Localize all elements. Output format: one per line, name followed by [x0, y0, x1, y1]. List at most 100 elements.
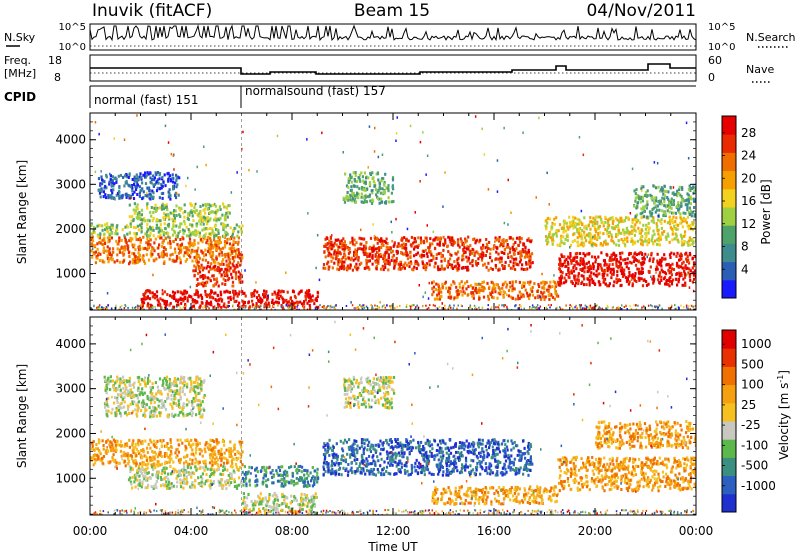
- ground-echo: [559, 306, 561, 309]
- ground-echo: [523, 307, 525, 310]
- echo-cell: [235, 252, 238, 256]
- ground-echo: [131, 306, 134, 309]
- echo-cell: [108, 226, 111, 230]
- echo-cell: [98, 259, 102, 263]
- echo-cell: [187, 241, 190, 245]
- echo-cell: [144, 182, 148, 186]
- echo-cell: [190, 438, 193, 442]
- echo-cell: [375, 172, 378, 176]
- ground-echo: [124, 304, 126, 306]
- ground-echo: [154, 305, 156, 308]
- echo-cell: [155, 226, 158, 230]
- echo-cell: [630, 261, 633, 265]
- echo-cell: [146, 247, 149, 251]
- echo-cell: [159, 297, 162, 301]
- ground-echo: [137, 305, 140, 308]
- echo-cell: [384, 201, 387, 205]
- echo-cell: [332, 256, 335, 260]
- echo-cell: [176, 300, 180, 304]
- echo-cell: [495, 238, 498, 242]
- echo-cell: [626, 236, 629, 240]
- echo-cell: [160, 186, 163, 190]
- echo-cell: [219, 241, 222, 244]
- echo-cell: [693, 214, 696, 217]
- echo-cell: [251, 303, 254, 307]
- echo-cell: [242, 302, 245, 306]
- echo-cell: [571, 223, 574, 227]
- echo-cell: [167, 172, 170, 176]
- echo-cell: [322, 266, 325, 270]
- echo-cell: [578, 218, 581, 222]
- echo-cell: [601, 272, 605, 276]
- echo-cell: [393, 243, 396, 247]
- echo-cell: [223, 234, 226, 238]
- echo-cell: [675, 277, 678, 281]
- echo-cell: [92, 456, 95, 460]
- echo-cell: [356, 180, 359, 183]
- echo-cell: [366, 195, 369, 199]
- echo-cell: [364, 189, 367, 192]
- echo-cell: [304, 291, 307, 295]
- ground-echo: [260, 308, 262, 310]
- echo-cell: [164, 248, 167, 251]
- echo-cell: [149, 176, 152, 180]
- echo-cell: [354, 171, 357, 174]
- echo-cell: [591, 255, 594, 259]
- echo-cell: [416, 251, 419, 255]
- echo-cell: [205, 204, 208, 208]
- echo-cell: [627, 267, 630, 271]
- echo-cell: [658, 189, 662, 193]
- echo-cell: [153, 259, 156, 263]
- scatter-region: [192, 262, 244, 288]
- echo-cell: [330, 240, 333, 244]
- ground-echo: [376, 308, 379, 310]
- echo-cell: [159, 454, 162, 457]
- echo-cell: [335, 254, 338, 258]
- echo-cell: [471, 247, 474, 251]
- echo-cell: [603, 240, 606, 244]
- echo-speck: [289, 305, 291, 308]
- echo-cell: [191, 242, 194, 246]
- ground-echo: [257, 305, 259, 308]
- echo-cell: [559, 260, 562, 264]
- echo-cell: [486, 245, 489, 248]
- echo-cell: [337, 268, 341, 272]
- echo-cell: [338, 250, 341, 254]
- echo-cell: [630, 225, 633, 229]
- echo-speck: [93, 304, 95, 308]
- colorbar-swatch: [722, 152, 736, 172]
- echo-cell: [187, 440, 190, 444]
- echo-cell: [562, 228, 566, 232]
- echo-cell: [131, 457, 134, 461]
- echo-cell: [439, 295, 442, 299]
- echo-cell: [109, 445, 112, 449]
- echo-cell: [576, 236, 579, 240]
- echo-cell: [509, 285, 512, 289]
- echo-cell: [419, 236, 422, 240]
- echo-cell: [642, 205, 645, 209]
- echo-cell: [92, 239, 95, 243]
- echo-cell: [605, 263, 608, 267]
- echo-cell: [240, 253, 244, 257]
- scatter-region: [90, 438, 244, 468]
- ytick-label: 2000: [55, 222, 86, 236]
- ground-echo: [302, 305, 305, 308]
- echo-cell: [151, 450, 154, 453]
- echo-cell: [219, 247, 222, 251]
- echo-cell: [160, 229, 164, 233]
- echo-cell: [135, 238, 138, 241]
- echo-cell: [211, 267, 214, 271]
- echo-cell: [355, 266, 358, 270]
- echo-cell: [218, 236, 222, 239]
- ground-echo: [678, 308, 680, 310]
- echo-cell: [263, 303, 266, 307]
- echo-cell: [353, 177, 356, 181]
- echo-cell: [424, 268, 427, 272]
- echo-cell: [403, 236, 406, 240]
- echo-cell: [645, 191, 648, 194]
- echo-cell: [485, 249, 488, 253]
- echo-cell: [590, 271, 593, 275]
- echo-cell: [675, 254, 678, 258]
- echo-cell: [540, 290, 543, 294]
- echo-cell: [551, 285, 554, 289]
